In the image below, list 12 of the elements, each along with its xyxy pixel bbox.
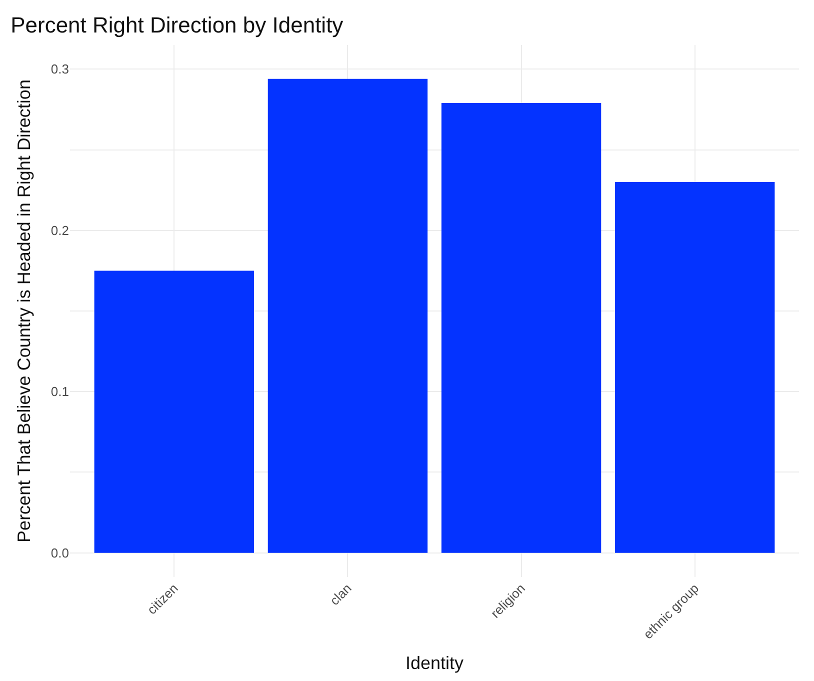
y-axis-title: Percent That Believe Country is Headed in Right Direction	[14, 80, 34, 542]
y-tick-label: 0.3	[50, 62, 69, 77]
chart-title: Percent Right Direction by Identity	[10, 12, 344, 38]
y-tick-label: 0.0	[50, 545, 69, 560]
x-axis-title: Identity	[405, 652, 464, 673]
bar	[441, 103, 602, 553]
x-tick-label: clan	[326, 580, 354, 608]
y-tick-label: 0.1	[50, 384, 69, 400]
y-tick-label: 0.2	[50, 222, 69, 238]
bar	[615, 182, 775, 553]
bar	[268, 78, 428, 553]
bar	[94, 270, 254, 553]
